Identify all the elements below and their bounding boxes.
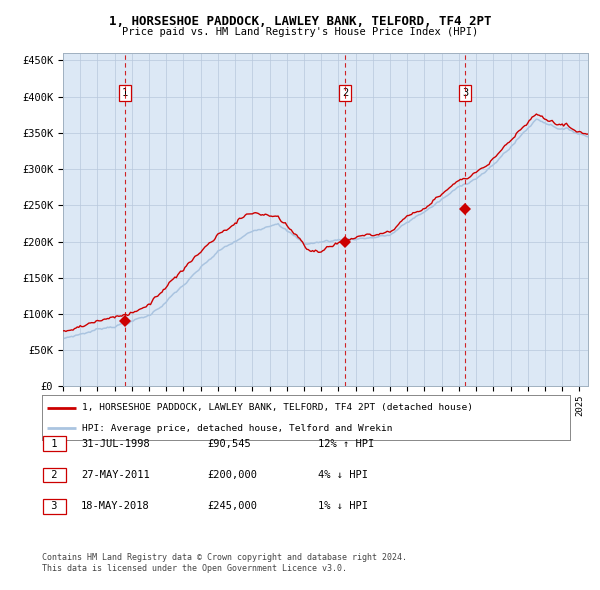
Text: Contains HM Land Registry data © Crown copyright and database right 2024.: Contains HM Land Registry data © Crown c… [42,553,407,562]
Text: 1% ↓ HPI: 1% ↓ HPI [318,502,368,511]
Text: 2: 2 [342,88,349,98]
Text: 4% ↓ HPI: 4% ↓ HPI [318,470,368,480]
Text: HPI: Average price, detached house, Telford and Wrekin: HPI: Average price, detached house, Telf… [82,424,392,433]
Text: 12% ↑ HPI: 12% ↑ HPI [318,439,374,448]
Text: This data is licensed under the Open Government Licence v3.0.: This data is licensed under the Open Gov… [42,565,347,573]
Text: 18-MAY-2018: 18-MAY-2018 [81,502,150,511]
Text: 27-MAY-2011: 27-MAY-2011 [81,470,150,480]
Text: 3: 3 [463,88,469,98]
Text: 31-JUL-1998: 31-JUL-1998 [81,439,150,448]
Text: 3: 3 [45,502,64,511]
Text: Price paid vs. HM Land Registry's House Price Index (HPI): Price paid vs. HM Land Registry's House … [122,27,478,37]
Text: 1: 1 [45,439,64,448]
Text: 1, HORSESHOE PADDOCK, LAWLEY BANK, TELFORD, TF4 2PT (detached house): 1, HORSESHOE PADDOCK, LAWLEY BANK, TELFO… [82,403,473,412]
Text: £200,000: £200,000 [207,470,257,480]
Text: 1: 1 [121,88,128,98]
Text: £245,000: £245,000 [207,502,257,511]
Text: £90,545: £90,545 [207,439,251,448]
Text: 2: 2 [45,470,64,480]
Text: 1, HORSESHOE PADDOCK, LAWLEY BANK, TELFORD, TF4 2PT: 1, HORSESHOE PADDOCK, LAWLEY BANK, TELFO… [109,15,491,28]
